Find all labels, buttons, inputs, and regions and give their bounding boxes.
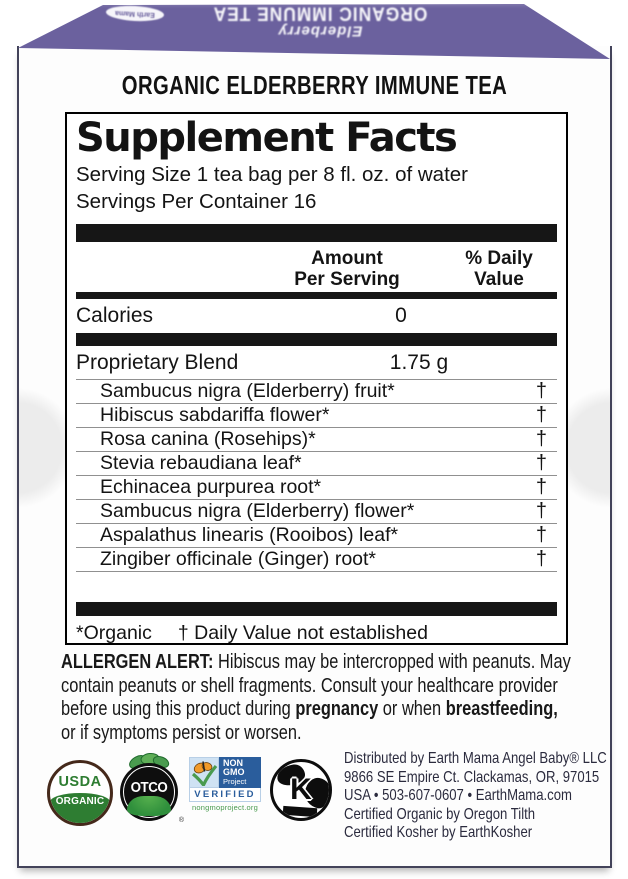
allergen-alert-text: ALLERGEN ALERT: Hibiscus may be intercro… (61, 650, 573, 744)
ingredient-dv: † (535, 500, 547, 522)
non-gmo-verified-seal-icon: NON GMO Project VERIFIED nongmoproject.o… (189, 757, 261, 812)
distributor-info: Distributed by Earth Mama Angel Baby® LL… (344, 750, 610, 843)
ingredient-row: Stevia rebaudiana leaf* † (76, 451, 557, 475)
ingredient-list: Sambucus nigra (Elderberry) fruit* † Hib… (76, 379, 557, 572)
allergen-text: or when (378, 697, 446, 721)
spacer (76, 572, 557, 602)
lid-main-line: ORGANIC IMMUNE TEA (212, 2, 428, 24)
ingredient-dv: † (535, 524, 547, 546)
dv-header-line2: Value (474, 269, 524, 290)
allergen-bold-pregnancy: pregnancy (295, 697, 379, 721)
ingredient-name: Hibiscus sabdariffa flower* (100, 404, 330, 426)
usda-organic-seal-icon: USDA ORGANIC (47, 760, 113, 826)
otco-circle: OTCO (120, 763, 178, 821)
footnote-organic: *Organic (76, 622, 152, 644)
allergen-text: Hibiscus may be intercropped with peanut… (61, 650, 571, 721)
blend-value: 1.75 g (389, 351, 449, 374)
divider-bar-thick (76, 224, 557, 242)
usda-organic-label: ORGANIC (50, 791, 110, 823)
ingredient-row: Aspalathus linearis (Rooibos) leaf* † (76, 523, 557, 547)
ingredient-name: Rosa canina (Rosehips)* (100, 428, 316, 450)
ingredient-row: Echinacea purpurea root* † (76, 475, 557, 499)
allergen-bold-breastfeeding: breastfeeding, (445, 697, 558, 721)
nongmo-line1: NON (223, 758, 243, 768)
ingredient-row: Sambucus nigra (Elderberry) flower* † (76, 499, 557, 523)
nongmo-wordmark: NON GMO Project (219, 757, 261, 788)
lid-script-line: Elderberry (277, 22, 363, 40)
otco-label: OTCO (130, 780, 168, 796)
ingredient-dv: † (535, 380, 547, 402)
ingredient-dv: † (535, 452, 547, 474)
lid-upside-down-text: Elderberry ORGANIC IMMUNE TEA (150, 2, 490, 40)
ingredient-name: Sambucus nigra (Elderberry) fruit* (100, 380, 395, 402)
calories-row: Calories 0 (76, 299, 557, 333)
distributor-text: Distributed by Earth Mama Angel Baby® LL… (344, 750, 607, 843)
ingredient-dv: † (535, 404, 547, 426)
ingredient-name: Sambucus nigra (Elderberry) flower* (100, 500, 415, 522)
earthkosher-seal-icon: K (270, 759, 332, 821)
ingredient-dv: † (535, 428, 547, 450)
ingredient-row: Zingiber officinale (Ginger) root* † (76, 547, 557, 571)
calories-label: Calories (76, 304, 154, 327)
allergen-alert: ALLERGEN ALERT: Hibiscus may be intercro… (61, 650, 581, 744)
table-header-row: Amount Per Serving % Daily Value (76, 248, 557, 290)
daily-value-header: % Daily Value (439, 248, 559, 290)
distributor-line: 9866 SE Empire Ct. Clackamas, OR, 97015 (344, 768, 600, 786)
registered-mark: ® (178, 817, 184, 824)
ingredient-row: Sambucus nigra (Elderberry) fruit* † (76, 379, 557, 403)
distributor-line: Distributed by Earth Mama Angel Baby® LL… (344, 750, 607, 767)
footnote-row: *Organic † Daily Value not established (76, 622, 557, 645)
certification-seals: USDA ORGANIC OTCO ® (44, 746, 332, 826)
servings-per-container: Servings Per Container 16 (76, 190, 317, 213)
nongmo-line3: Project (223, 777, 247, 786)
ingredient-name: Echinacea purpurea root* (100, 476, 322, 498)
monarch-butterfly-icon (191, 761, 218, 786)
usda-label: USDA (58, 774, 102, 791)
calories-value: 0 (395, 304, 407, 327)
ingredient-dv: † (535, 476, 547, 498)
divider-bar-thick (76, 602, 557, 616)
nongmo-url: nongmoproject.org (192, 803, 258, 812)
ingredient-dv: † (535, 548, 547, 570)
footnote-daily-value: † Daily Value not established (177, 622, 428, 644)
allergen-label: ALLERGEN ALERT: (61, 650, 214, 673)
allergen-text: or if symptoms persist or worsen. (61, 720, 302, 744)
monarch-butterfly-box (189, 757, 219, 788)
amount-header-line2: Per Serving (294, 269, 400, 290)
nongmo-verified-label: VERIFIED (189, 788, 261, 802)
box-front-panel: ORGANIC ELDERBERRY IMMUNE TEA Supplement… (17, 46, 612, 868)
supplement-facts-panel: Supplement Facts Serving Size 1 tea bag … (65, 112, 568, 645)
ingredient-row: Hibiscus sabdariffa flower* † (76, 403, 557, 427)
distributor-line: USA • 503-607-0607 • EarthMama.com (344, 787, 572, 805)
otco-seal-icon: OTCO ® (118, 752, 184, 824)
amount-header-line1: Amount (311, 248, 383, 269)
ingredient-name: Zingiber officinale (Ginger) root* (100, 548, 377, 570)
nongmo-line2: GMO (223, 767, 245, 777)
ingredient-name: Stevia rebaudiana leaf* (100, 452, 302, 474)
serving-size: Serving Size 1 tea bag per 8 fl. oz. of … (76, 163, 468, 186)
brand-name: Earth Mama (115, 8, 155, 19)
kosher-k-letter: K (290, 773, 312, 806)
supplement-facts-title: Supplement Facts (76, 115, 458, 161)
ingredient-row: Rosa canina (Rosehips)* † (76, 427, 557, 451)
certifications-and-distributor: USDA ORGANIC OTCO ® (44, 746, 607, 843)
divider-bar-thin (76, 292, 557, 299)
blend-label: Proprietary Blend (76, 351, 239, 374)
box-lid: Earth Mama Elderberry ORGANIC IMMUNE TEA (18, 2, 610, 59)
ingredient-name: Aspalathus linearis (Rooibos) leaf* (100, 524, 399, 546)
distributor-line: Certified Organic by Oregon Tilth (344, 805, 536, 823)
dv-header-line1: % Daily (465, 248, 533, 269)
distributor-line: Certified Kosher by EarthKosher (344, 824, 533, 842)
nongmo-top: NON GMO Project (189, 757, 261, 788)
product-title: ORGANIC ELDERBERRY IMMUNE TEA (121, 70, 508, 100)
amount-per-serving-header: Amount Per Serving (267, 248, 427, 290)
otco-field-graphic (127, 796, 171, 816)
divider-bar-thick (76, 333, 557, 346)
proprietary-blend-row: Proprietary Blend 1.75 g (76, 346, 557, 379)
